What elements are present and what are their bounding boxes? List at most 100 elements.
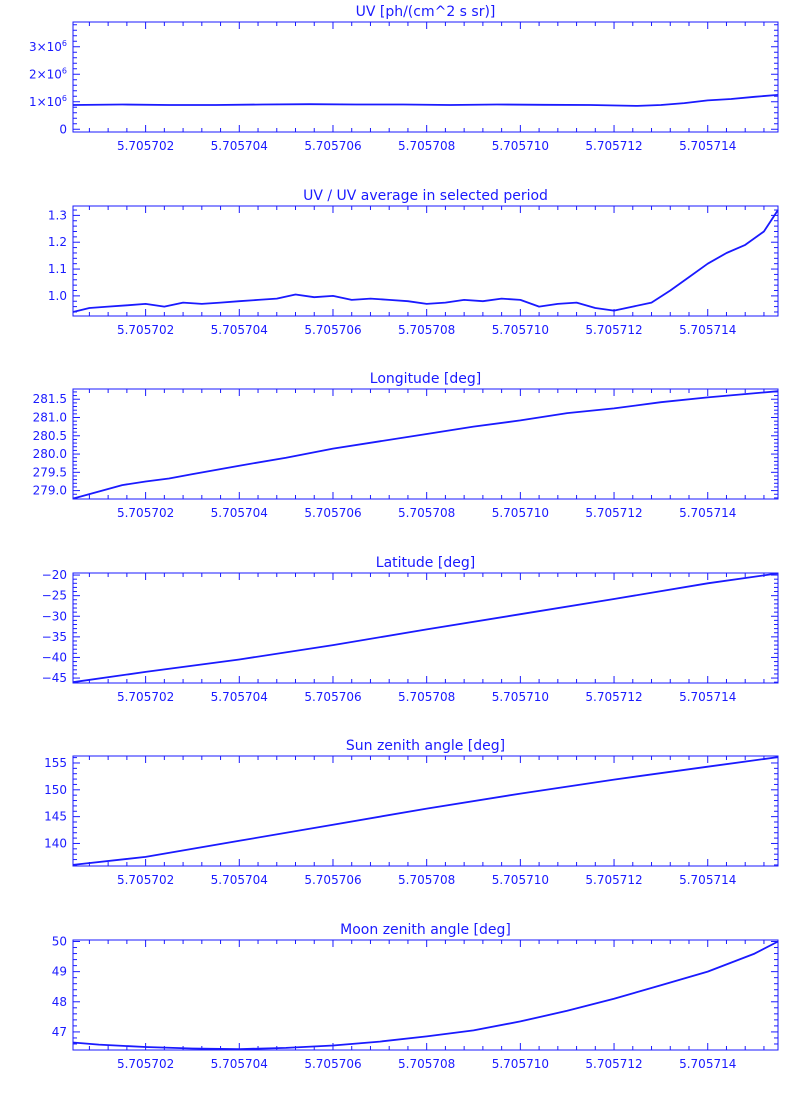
y-tick-label: 50 <box>52 935 67 949</box>
chart-panel-1: UV [ph/(cm^2 s sr)] 5.705702 5.705704 5.705… <box>29 4 779 153</box>
series-line <box>72 756 779 866</box>
y-tick-label: 1.3 <box>48 208 67 222</box>
y-tick-base: 2×10 <box>29 67 62 81</box>
y-tick-label: 3×106 <box>29 39 67 54</box>
y-tick-label: −25 <box>42 589 67 603</box>
x-tick-label: 5.705710 <box>492 1057 549 1071</box>
y-tick-label: 48 <box>52 995 67 1009</box>
x-tick-label: 5.705702 <box>117 506 174 520</box>
chart-title: UV / UV average in selected period <box>303 188 548 204</box>
x-tick-label: 5.705702 <box>117 139 174 153</box>
chart-title: Sun zenith angle [deg] <box>346 738 505 754</box>
y-tick-exponent: 6 <box>62 94 67 103</box>
x-tick-label: 5.705708 <box>398 1057 455 1071</box>
x-tick-label: 5.705704 <box>211 1057 268 1071</box>
y-tick-label: 1.2 <box>48 235 67 249</box>
plot-frame <box>72 205 779 317</box>
chart-panel-6: Moon zenith angle [deg] 5.705702 5.705704 5… <box>52 922 779 1071</box>
x-tick-label: 5.705712 <box>585 323 642 337</box>
x-tick-label: 5.705714 <box>679 1057 736 1071</box>
plot-frame <box>72 755 779 867</box>
chart-panel-3: Longitude [deg] 5.705702 5.705704 5.705706 5… <box>33 371 779 520</box>
y-tick-base: 3×10 <box>29 40 62 54</box>
x-tick-label: 5.705712 <box>585 506 642 520</box>
x-tick-label: 5.705714 <box>679 690 736 704</box>
y-tick-label: 49 <box>52 965 67 979</box>
y-tick-label: 281.5 <box>33 392 67 406</box>
y-tick-label: 1.0 <box>48 289 67 303</box>
series-line <box>72 390 779 500</box>
x-tick-label: 5.705714 <box>679 873 736 887</box>
x-tick-label: 5.705708 <box>398 139 455 153</box>
plot-frame <box>72 21 779 133</box>
plot-frame <box>72 939 779 1051</box>
chart-panel-2: UV / UV average in selected period 5.7057… <box>48 188 779 337</box>
x-tick-label: 5.705708 <box>398 323 455 337</box>
x-tick-label: 5.705712 <box>585 690 642 704</box>
series-line <box>72 209 779 313</box>
x-tick-label: 5.705706 <box>304 1057 361 1071</box>
x-tick-label: 5.705710 <box>492 139 549 153</box>
chart-title: Moon zenith angle [deg] <box>340 922 511 938</box>
x-tick-label: 5.705712 <box>585 873 642 887</box>
x-tick-label: 5.705706 <box>304 139 361 153</box>
chart-title: Latitude [deg] <box>376 555 475 571</box>
y-tick-label: 140 <box>44 836 67 850</box>
x-tick-label: 5.705710 <box>492 873 549 887</box>
y-tick-label: 281.0 <box>33 411 67 425</box>
x-tick-label: 5.705704 <box>211 139 268 153</box>
x-tick-label: 5.705710 <box>492 506 549 520</box>
y-tick-label: 47 <box>52 1025 67 1039</box>
y-tick-label: 155 <box>44 756 67 770</box>
x-tick-label: 5.705710 <box>492 690 549 704</box>
y-tick-label: 145 <box>44 810 67 824</box>
x-tick-label: 5.705708 <box>398 506 455 520</box>
y-tick-label: 279.5 <box>33 465 67 479</box>
x-tick-label: 5.705702 <box>117 1057 174 1071</box>
x-tick-label: 5.705712 <box>585 139 642 153</box>
x-tick-label: 5.705714 <box>679 506 736 520</box>
y-tick-label: 0 <box>59 122 67 136</box>
x-tick-label: 5.705704 <box>211 873 268 887</box>
x-tick-label: 5.705702 <box>117 690 174 704</box>
y-tick-label: 279.0 <box>33 484 67 498</box>
x-tick-label: 5.705708 <box>398 873 455 887</box>
x-tick-label: 5.705714 <box>679 323 736 337</box>
series-line <box>72 940 779 1050</box>
x-tick-label: 5.705706 <box>304 690 361 704</box>
y-tick-label: −35 <box>42 630 67 644</box>
chart-title: Longitude [deg] <box>370 371 481 387</box>
y-tick-base: 0 <box>59 122 67 136</box>
y-tick-label: 1.1 <box>48 262 67 276</box>
x-tick-label: 5.705702 <box>117 323 174 337</box>
y-tick-label: 1×106 <box>29 94 67 109</box>
x-tick-label: 5.705714 <box>679 139 736 153</box>
x-tick-label: 5.705708 <box>398 690 455 704</box>
chart-panel-5: Sun zenith angle [deg] 5.705702 5.705704 5.… <box>44 738 779 887</box>
x-tick-label: 5.705702 <box>117 873 174 887</box>
x-tick-label: 5.705706 <box>304 506 361 520</box>
y-tick-label: −45 <box>42 671 67 685</box>
y-tick-base: 1×10 <box>29 95 62 109</box>
x-tick-label: 5.705704 <box>211 323 268 337</box>
plot-frame <box>72 572 779 684</box>
x-tick-label: 5.705704 <box>211 690 268 704</box>
chart-panel-4: Latitude [deg] 5.705702 5.705704 5.705706 5.… <box>42 555 779 704</box>
x-tick-label: 5.705710 <box>492 323 549 337</box>
y-tick-label: 280.0 <box>33 447 67 461</box>
plot-frame <box>72 388 779 500</box>
y-tick-label: 280.5 <box>33 429 67 443</box>
x-tick-label: 5.705706 <box>304 323 361 337</box>
series-line <box>72 94 779 107</box>
x-tick-label: 5.705712 <box>585 1057 642 1071</box>
y-tick-label: 150 <box>44 783 67 797</box>
y-tick-exponent: 6 <box>62 66 67 75</box>
y-tick-label: −20 <box>42 568 67 582</box>
y-tick-label: 2×106 <box>29 66 67 81</box>
x-tick-label: 5.705706 <box>304 873 361 887</box>
chart-title: UV [ph/(cm^2 s sr)] <box>356 4 496 20</box>
x-tick-label: 5.705704 <box>211 506 268 520</box>
y-tick-label: −40 <box>42 650 67 664</box>
y-tick-label: −30 <box>42 609 67 623</box>
